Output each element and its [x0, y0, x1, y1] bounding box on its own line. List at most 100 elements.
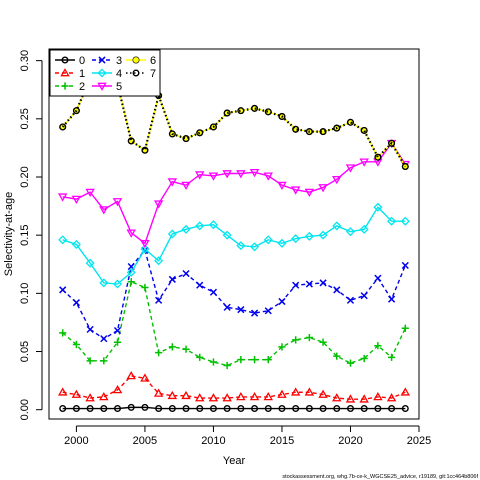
series-5-point: [153, 200, 164, 209]
series-3-point: [305, 280, 313, 288]
series-4-point: [154, 256, 164, 266]
y-tick-label: 0.15: [19, 224, 31, 245]
series-4-point: [222, 230, 232, 240]
series-2-point: [237, 356, 245, 364]
series-5-point: [222, 170, 232, 179]
series-5-point: [85, 188, 95, 198]
legend-item-0: 0: [55, 55, 85, 67]
series-0-point: [72, 405, 80, 413]
series-0-point: [319, 405, 327, 413]
series-2-point: [155, 349, 163, 357]
series-0-point: [292, 405, 300, 413]
series-5: [57, 139, 411, 249]
series-2-point: [250, 356, 259, 364]
series-1-point: [71, 389, 82, 398]
series-1-point: [318, 389, 328, 398]
series-7-point: [264, 108, 272, 116]
y-tick-label: 0.20: [19, 166, 31, 187]
series-0-point: [305, 405, 313, 413]
series-4-point: [373, 202, 383, 212]
series-0-point: [360, 405, 368, 413]
legend-marker-3: [98, 56, 106, 64]
series-0-point: [333, 405, 341, 413]
series-0-point: [401, 405, 409, 413]
series-0: [59, 403, 409, 413]
series-0-point: [86, 405, 94, 413]
y-axis: 0.00 0.05 0.10 0.15 0.20 0.25 0.30: [19, 50, 43, 420]
series-3-point: [319, 279, 327, 287]
series-5-point: [304, 188, 315, 198]
series-1-point: [332, 393, 342, 402]
series-2-point: [387, 353, 396, 361]
series-0-point: [374, 405, 382, 413]
series-2-point: [264, 356, 272, 364]
series-0-point: [251, 405, 259, 413]
series-3-point: [209, 288, 218, 296]
series-1-point: [249, 391, 260, 401]
series-7-point: [72, 107, 80, 115]
legend-item-6: 6: [126, 55, 156, 67]
series-7-point: [347, 118, 354, 126]
series-3-point: [168, 275, 176, 283]
series-5-point: [345, 164, 356, 173]
series-2-point: [86, 357, 94, 365]
series-4-point: [263, 235, 273, 245]
series-2-point: [292, 336, 300, 344]
series-4-point: [140, 244, 150, 254]
series-5-point: [99, 206, 109, 215]
series-4: [58, 202, 410, 289]
series-3-point: [374, 274, 382, 282]
series-4-point: [359, 224, 369, 234]
series-4-point: [236, 241, 246, 251]
series-3-point: [72, 299, 80, 307]
series-7: [59, 51, 409, 170]
series-1-point: [208, 393, 219, 402]
series-3-point: [388, 295, 396, 303]
series-7-point: [127, 137, 135, 145]
series-3: [59, 246, 409, 343]
series-5-point: [112, 198, 123, 207]
series-1-point: [195, 393, 205, 402]
series-1-point: [112, 385, 123, 394]
series-5-point: [71, 195, 82, 205]
series-7-point: [59, 123, 67, 131]
y-tick-label: 0.30: [19, 50, 31, 71]
legend-item-4: 4: [92, 68, 122, 80]
series-5-point: [359, 158, 369, 167]
series-4-point: [250, 242, 260, 252]
series-7-point: [388, 139, 396, 147]
series-4-point: [71, 239, 81, 249]
series-1-point: [359, 394, 369, 403]
series-0-point: [346, 405, 354, 413]
x-tick-label: 2000: [64, 435, 88, 447]
series-1-point: [85, 393, 95, 402]
series-7-point: [182, 135, 190, 143]
series-2-point: [113, 338, 122, 346]
x-tick-label: 2005: [133, 435, 157, 447]
series-7-point: [251, 104, 259, 112]
legend-label-3: 3: [116, 55, 122, 67]
series-3-point: [100, 335, 108, 343]
series-1-point: [277, 389, 287, 398]
x-tick-label: 2020: [338, 435, 362, 447]
series-3-point: [278, 297, 286, 306]
legend-label-6: 6: [150, 55, 156, 67]
series-1-point: [373, 391, 383, 401]
series-5-point: [167, 178, 178, 187]
series-4-point: [208, 220, 218, 230]
series-2-point: [374, 342, 382, 350]
series-5-point: [290, 186, 301, 195]
axes-layer: 2000 2005 2010 2015 2020 20250.000.050.100.15…: [19, 50, 431, 447]
series-7-point: [374, 153, 382, 161]
series-1-point: [400, 387, 411, 396]
series-0-point: [168, 405, 176, 413]
series-0-point: [155, 405, 163, 413]
legend-marker-6: [132, 56, 140, 64]
series-0-point: [196, 405, 204, 413]
series-1-point: [236, 391, 246, 401]
series-3-point: [223, 303, 231, 311]
series-2-point: [278, 343, 286, 351]
series-2-point: [196, 353, 204, 361]
series-3-point: [113, 326, 122, 335]
series-5-point: [195, 171, 205, 180]
